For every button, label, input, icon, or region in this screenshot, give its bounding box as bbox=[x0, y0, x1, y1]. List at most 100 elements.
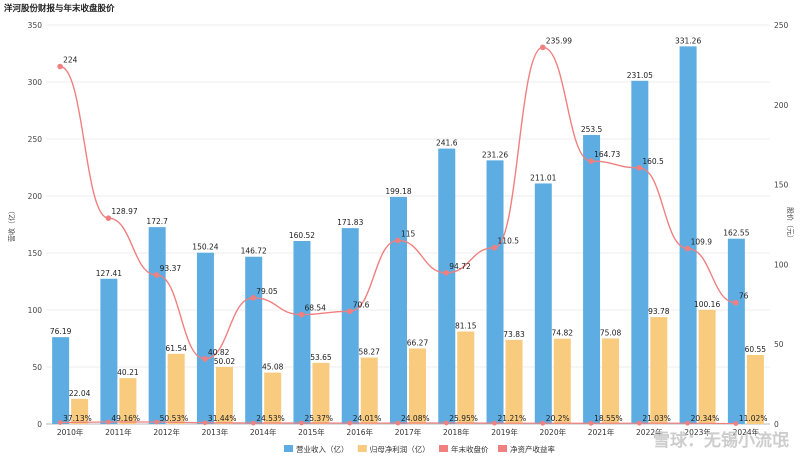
y-tick-label: 50 bbox=[32, 363, 42, 372]
bar-net-profit-label: 74.82 bbox=[552, 329, 574, 338]
point-roe-label: 49.16% bbox=[111, 414, 140, 423]
y2-tick-label: 200 bbox=[774, 101, 789, 110]
bar-revenue-label: 231.26 bbox=[482, 150, 508, 159]
bar-revenue bbox=[100, 278, 118, 424]
point-close-price-label: 128.97 bbox=[111, 207, 137, 216]
axes: 0 50 100 150 200 250 300 350 0 50 100 150 200 250 营收（亿… bbox=[7, 21, 794, 437]
bar-net-profit bbox=[698, 309, 716, 424]
point-close-price-label: 235.99 bbox=[546, 36, 572, 45]
point-roe-label: 21.21% bbox=[498, 414, 527, 423]
y2-tick-label: 100 bbox=[774, 260, 789, 269]
y-tick-label: 150 bbox=[28, 249, 43, 258]
legend-label: 年末收盘价 bbox=[451, 444, 489, 454]
bar-net-profit-label: 61.54 bbox=[165, 344, 187, 353]
point-close-price bbox=[684, 245, 691, 252]
bar-net-profit bbox=[553, 338, 571, 424]
bar-revenue bbox=[196, 252, 214, 424]
y2-tick-label: 0 bbox=[774, 420, 779, 429]
y2-axis-title: 股价（元） bbox=[786, 207, 794, 242]
point-close-price bbox=[588, 158, 594, 164]
bar-net-profit-label: 53.65 bbox=[310, 353, 332, 362]
x-tick-label: 2014年 bbox=[250, 427, 277, 437]
legend-label: 净资产收益率 bbox=[510, 444, 555, 454]
legend-swatch bbox=[498, 445, 507, 452]
point-roe bbox=[395, 420, 401, 426]
point-roe bbox=[202, 420, 208, 426]
point-close-price-label: 79.05 bbox=[256, 287, 278, 296]
x-tick-label: 2015年 bbox=[298, 427, 325, 437]
bar-revenue-label: 160.52 bbox=[289, 231, 315, 240]
point-close-price-label: 115 bbox=[401, 229, 416, 238]
y-tick-label: 350 bbox=[28, 21, 43, 30]
legend-label: 归母净利润（亿） bbox=[370, 444, 430, 454]
bar-net-profit bbox=[264, 372, 282, 424]
bar-revenue-label: 331.26 bbox=[675, 36, 701, 45]
point-close-price bbox=[105, 215, 112, 221]
bar-revenue-label: 150.24 bbox=[192, 243, 218, 252]
legend-swatch bbox=[357, 445, 367, 452]
y-tick-label: 200 bbox=[28, 192, 43, 201]
bar-revenue bbox=[679, 46, 697, 425]
bar-revenue bbox=[148, 227, 166, 424]
x-tick-label: 2016年 bbox=[346, 427, 373, 437]
point-close-price bbox=[636, 165, 643, 171]
bar-net-profit-label: 93.78 bbox=[648, 307, 670, 316]
bar-revenue-label: 231.05 bbox=[627, 71, 653, 80]
legend-label: 营业收入（亿） bbox=[296, 444, 349, 454]
point-roe-label: 31.44% bbox=[208, 414, 237, 423]
line-series bbox=[57, 44, 739, 426]
bar-revenue-label: 171.83 bbox=[337, 218, 363, 227]
bar-net-profit bbox=[167, 353, 185, 424]
point-roe bbox=[588, 420, 594, 426]
y-tick-label: 250 bbox=[28, 135, 43, 144]
bar-net-profit bbox=[119, 378, 137, 424]
y2-tick-label: 250 bbox=[774, 21, 789, 30]
point-close-price bbox=[395, 237, 401, 244]
data-labels: 76.19 127.41 172.7 150.24 146.72 160.52 171.83… bbox=[50, 36, 768, 423]
point-close-price bbox=[491, 244, 498, 251]
point-roe-label: 37.13% bbox=[63, 414, 92, 423]
point-close-price-label: 40.82 bbox=[208, 348, 230, 357]
bar-net-profit-label: 22.04 bbox=[69, 389, 91, 398]
bar-net-profit-label: 73.83 bbox=[503, 330, 525, 339]
watermark-text: 雪球：无锡小流氓 bbox=[653, 430, 789, 451]
bar-revenue-label: 127.41 bbox=[96, 269, 122, 278]
bar-net-profit-label: 50.02 bbox=[214, 357, 236, 366]
bar-revenue-label: 241.6 bbox=[436, 139, 458, 148]
point-roe bbox=[492, 420, 497, 426]
bar-net-profit bbox=[746, 354, 764, 424]
bar-revenue bbox=[245, 256, 263, 424]
point-close-price bbox=[153, 272, 160, 278]
point-roe-label: 24.08% bbox=[401, 414, 430, 423]
bar-net-profit bbox=[71, 398, 89, 424]
point-close-price bbox=[298, 311, 305, 318]
point-roe-label: 24.01% bbox=[353, 414, 382, 423]
y-tick-label: 0 bbox=[37, 420, 42, 429]
chart-title: 洋河股份财报与年末收盘股价 bbox=[4, 4, 115, 14]
point-close-price bbox=[202, 356, 208, 362]
bar-net-profit-label: 40.21 bbox=[117, 368, 139, 377]
point-close-price-label: 70.6 bbox=[353, 300, 370, 309]
point-roe-label: 20.2% bbox=[546, 414, 570, 423]
bar-revenue-label: 172.7 bbox=[146, 217, 168, 226]
point-roe-label: 50.53% bbox=[160, 414, 189, 423]
point-roe bbox=[299, 420, 304, 426]
point-roe bbox=[57, 420, 63, 425]
bar-net-profit bbox=[360, 357, 378, 424]
legend-swatch bbox=[284, 445, 293, 452]
bar-revenue-label: 146.72 bbox=[241, 247, 267, 256]
point-close-price bbox=[540, 44, 546, 51]
point-roe-label: 25.37% bbox=[304, 414, 333, 423]
point-roe-label: 21.03% bbox=[642, 414, 671, 423]
x-tick-label: 2017年 bbox=[395, 427, 422, 437]
point-roe-label: 20.34% bbox=[691, 414, 720, 423]
point-roe bbox=[106, 419, 111, 425]
x-tick-label: 2023年 bbox=[684, 427, 711, 437]
bar-revenue-label: 76.19 bbox=[50, 327, 72, 336]
point-close-price-label: 109.9 bbox=[691, 238, 713, 247]
bar-net-profit-label: 58.27 bbox=[358, 348, 380, 357]
point-close-price-label: 68.54 bbox=[304, 304, 326, 313]
bar-net-profit-label: 45.08 bbox=[262, 363, 284, 372]
legend: 营业收入（亿） 归母净利润（亿） 年末收盘价 净资产收益率 bbox=[284, 444, 555, 454]
